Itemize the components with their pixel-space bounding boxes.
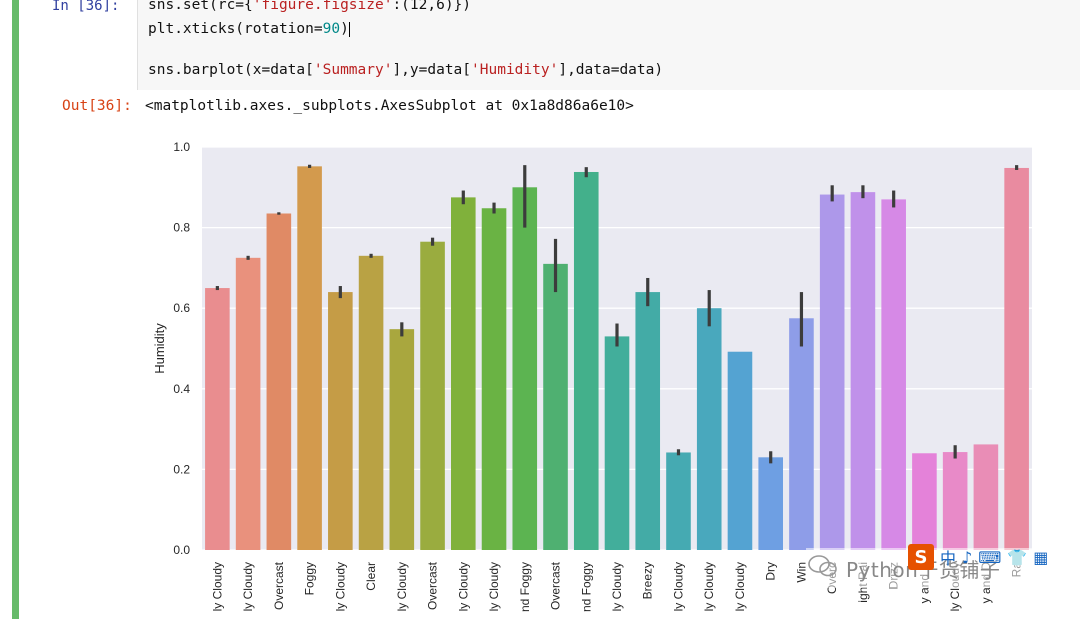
y-tick-label: 0.0: [173, 543, 190, 557]
ime-mode-icon[interactable]: 中: [940, 549, 957, 568]
bar: [912, 453, 937, 550]
code-line-1[interactable]: sns.set(rc={'figure.figsize':(12,6)}): [148, 0, 471, 13]
code-token-string: 'Summary': [313, 62, 393, 78]
bar: [942, 452, 968, 550]
bar: [666, 452, 691, 550]
code-token: ],data=data): [558, 62, 664, 78]
x-tick-label: ly Cloudy: [333, 562, 347, 611]
y-tick-label: 0.8: [173, 221, 190, 235]
code-line-2[interactable]: plt.xticks(rotation=90): [148, 21, 350, 37]
bar: [819, 194, 845, 550]
bar: [727, 351, 753, 550]
bar: [696, 308, 722, 550]
ime-skin-icon[interactable]: 👕: [1007, 547, 1028, 567]
bar: [389, 329, 415, 550]
code-token: ],y=data[: [392, 62, 472, 78]
x-tick-label: Overcast: [549, 561, 563, 610]
code-token: sns.set(rc={: [148, 0, 253, 13]
code-token-string: 'figure.figsize': [252, 0, 393, 13]
x-tick-label: ly Cloudy: [456, 562, 470, 611]
bar: [358, 255, 384, 550]
x-tick-label: ly Cloudy: [395, 562, 409, 611]
bar: [328, 292, 353, 550]
text-cursor: [348, 21, 350, 37]
ime-keyboard-icon[interactable]: ⌨: [978, 547, 1002, 567]
output-prompt: Out[36]:: [62, 98, 132, 114]
ime-grid-icon[interactable]: ▦: [1033, 547, 1049, 567]
bar: [635, 292, 661, 550]
x-tick-label: ly Cloudy: [610, 562, 624, 611]
x-tick-label: ly Cloudy: [487, 562, 501, 611]
ime-toolbar[interactable]: S 中 ♪ ⌨ 👕 ▦: [908, 543, 1048, 571]
bar: [205, 288, 230, 550]
x-tick-label: ly Cloudy: [671, 562, 685, 611]
x-tick-label: ly Cloudy: [733, 562, 747, 611]
x-tick-label: Clear: [364, 562, 378, 591]
code-token: :(12,6)}): [392, 0, 472, 13]
output-text: <matplotlib.axes._subplots.AxesSubplot a…: [145, 98, 634, 114]
x-tick-label: ly Cloudy: [702, 562, 716, 611]
bar: [850, 192, 876, 551]
bar: [451, 197, 476, 550]
x-tick-label: Breezy: [641, 562, 655, 599]
x-tick-label: Overcast: [272, 561, 286, 610]
ime-punct-icon[interactable]: ♪: [962, 547, 973, 567]
y-tick-label: 0.6: [173, 301, 190, 315]
code-token: sns.barplot(x=data[: [148, 62, 314, 78]
code-token: ): [340, 21, 349, 37]
y-tick-label: 1.0: [173, 140, 190, 154]
bar: [1004, 167, 1029, 550]
x-tick-label: Win: [794, 562, 808, 583]
x-tick-label: Overcast: [426, 561, 440, 610]
y-tick-label: 0.4: [173, 382, 190, 396]
code-line-3[interactable]: sns.barplot(x=data['Summary'],y=data['Hu…: [148, 62, 663, 78]
bar: [789, 318, 814, 550]
input-prompt: In [36]:: [52, 0, 120, 14]
bar: [881, 199, 906, 550]
code-token-string: 'Humidity': [471, 62, 559, 78]
bar: [573, 171, 599, 550]
bar: [512, 187, 538, 551]
bar: [297, 166, 322, 550]
wechat-icon: [808, 555, 837, 577]
bar: [266, 213, 292, 550]
x-tick-label: Foggy: [303, 562, 317, 595]
x-tick-label: ly Cloudy: [241, 562, 255, 611]
bar: [481, 208, 507, 551]
x-tick-label: Dry: [764, 562, 778, 581]
y-axis-label: Humidity: [152, 323, 167, 374]
y-tick-label: 0.2: [173, 462, 190, 476]
x-tick-label: nd Foggy: [518, 562, 532, 612]
code-token: plt.xticks(rotation=: [148, 21, 323, 37]
x-tick-label: ly Cloudy: [210, 562, 224, 611]
x-tick-label: nd Foggy: [579, 562, 593, 612]
bar: [604, 336, 630, 550]
code-token-number: 90: [322, 21, 341, 37]
bar: [973, 444, 999, 550]
cell-selection-bar: [12, 0, 19, 619]
sogou-logo-icon[interactable]: S: [908, 544, 934, 570]
bar: [420, 241, 445, 550]
bar: [543, 263, 568, 550]
bar: [235, 257, 261, 550]
bar: [758, 457, 783, 550]
code-editor[interactable]: sns.set(rc={'figure.figsize':(12,6)}) pl…: [137, 0, 1080, 90]
